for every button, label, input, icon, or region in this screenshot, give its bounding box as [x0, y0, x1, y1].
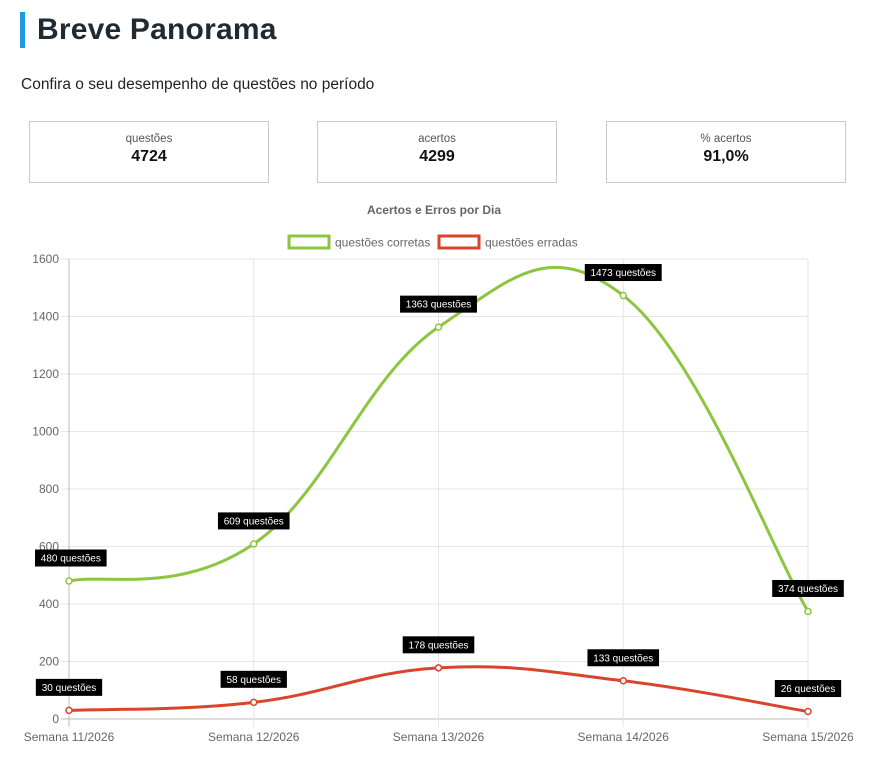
data-label-box	[402, 636, 475, 654]
stat-value: 4299	[419, 148, 455, 165]
data-label-box	[772, 579, 844, 597]
x-tick-label: Semana 12/2026	[208, 730, 300, 744]
y-tick-label: 1600	[32, 252, 59, 266]
x-tick-label: Semana 15/2026	[762, 730, 854, 744]
data-label: 1473 questões	[590, 268, 656, 279]
data-label: 1363 questões	[406, 300, 472, 311]
legend-label-0: questões corretas	[335, 236, 430, 250]
data-point	[250, 698, 258, 707]
data-label: 609 questões	[224, 516, 284, 527]
series-line-0	[68, 265, 810, 613]
data-point	[65, 706, 73, 715]
header-accent-bar	[20, 12, 25, 48]
data-point	[619, 291, 627, 300]
data-label-box	[587, 649, 660, 667]
data-label-box	[220, 670, 287, 688]
data-label: 30 questões	[42, 683, 97, 694]
page-title: Breve Panorama	[37, 13, 277, 46]
stat-label: % acertos	[700, 133, 752, 145]
data-point	[434, 323, 443, 331]
chart-title: Acertos e Erros por Dia	[367, 203, 501, 217]
data-point	[434, 664, 443, 672]
y-tick-label: 1000	[32, 425, 59, 439]
data-point	[250, 540, 258, 548]
y-tick-label: 1400	[32, 310, 59, 324]
y-tick-label: 400	[39, 597, 59, 611]
data-label: 58 questões	[227, 675, 282, 686]
data-label-box	[584, 264, 662, 282]
stat-value: 91,0%	[703, 148, 749, 165]
stat-card-acertos: acertos 4299	[317, 121, 557, 183]
x-tick-label: Semana 14/2026	[578, 730, 670, 744]
x-tick-label: Semana 11/2026	[24, 730, 115, 744]
data-label-box	[35, 549, 107, 567]
data-label-box	[400, 295, 477, 313]
data-label: 133 questões	[593, 653, 653, 664]
stat-label: acertos	[418, 133, 456, 145]
page-subtitle: Confira o seu desempenho de questões no …	[21, 76, 375, 93]
line-chart: Acertos e Erros por Dia questões corretas…	[24, 203, 854, 744]
data-label: 480 questões	[41, 554, 101, 565]
stat-label: questões	[125, 133, 173, 145]
data-label: 374 questões	[778, 584, 838, 595]
stat-value: 4724	[131, 148, 167, 165]
data-label-box	[774, 680, 842, 698]
y-tick-label: 200	[39, 655, 59, 669]
data-point	[804, 707, 812, 716]
y-tick-label: 800	[39, 482, 59, 496]
y-tick-label: 0	[52, 712, 59, 726]
data-point	[65, 577, 73, 585]
legend-swatch-1	[437, 234, 481, 250]
stat-card-questoes: questões 4724	[29, 121, 269, 183]
data-label: 178 questões	[408, 640, 468, 651]
legend-label-1: questões erradas	[485, 236, 578, 250]
x-tick-label: Semana 13/2026	[393, 730, 485, 744]
data-label-box	[35, 678, 103, 696]
data-point	[619, 677, 627, 685]
data-label-box	[217, 512, 290, 530]
legend-swatch-0	[287, 234, 331, 250]
data-point	[804, 607, 812, 616]
data-label: 26 questões	[781, 684, 836, 695]
page-header: Breve Panorama	[20, 12, 277, 48]
y-tick-label: 1200	[32, 367, 59, 381]
stat-card-percent-acertos: % acertos 91,0%	[606, 121, 846, 183]
